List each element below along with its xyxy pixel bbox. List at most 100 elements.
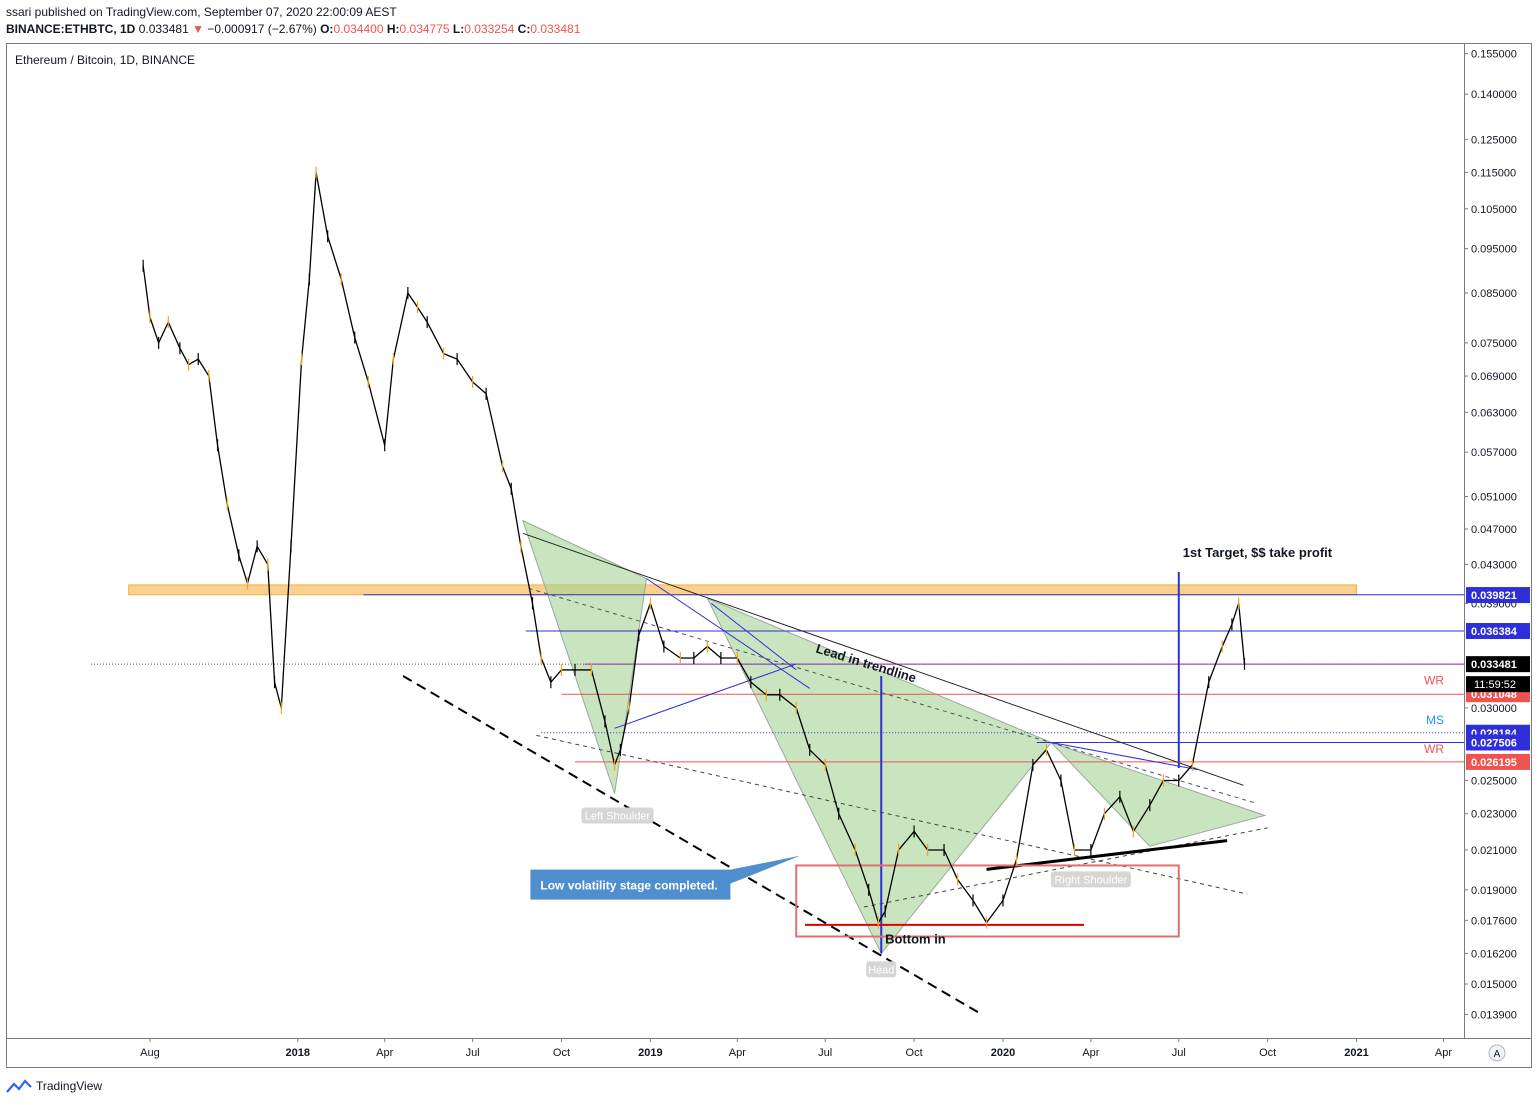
svg-text:A: A bbox=[1494, 1049, 1501, 1060]
ms-label: MS bbox=[1426, 713, 1444, 727]
y-tick-label: 0.063000 bbox=[1471, 407, 1517, 419]
callout-bubble bbox=[530, 855, 801, 900]
y-tick-label: 0.030000 bbox=[1471, 703, 1517, 715]
y-tick-label: 0.013900 bbox=[1471, 1009, 1517, 1021]
parallel-trendline bbox=[528, 587, 1258, 804]
y-tick-label: 0.155000 bbox=[1471, 49, 1517, 61]
y-tick-label: 0.017600 bbox=[1471, 915, 1517, 927]
pattern-triangle-1 bbox=[521, 519, 648, 794]
footer-brand[interactable]: TradingView bbox=[6, 1078, 102, 1094]
price-label-bg bbox=[1466, 656, 1530, 673]
y-tick-label: 0.025000 bbox=[1471, 776, 1517, 788]
price-label: 0.039821 bbox=[1471, 590, 1517, 602]
zones-layer bbox=[128, 584, 1358, 596]
right-shoulder-label-bg bbox=[1050, 871, 1131, 888]
y-tick-label: 0.069000 bbox=[1471, 371, 1517, 383]
x-tick-label: 2019 bbox=[638, 1047, 662, 1059]
last-price: 0.033481 bbox=[138, 22, 189, 36]
x-tick-label: Apr bbox=[1435, 1047, 1452, 1059]
y-tick-label: 0.047000 bbox=[1471, 524, 1517, 536]
price-label-bg bbox=[1466, 587, 1530, 604]
resistance-zone bbox=[128, 584, 1358, 596]
chart-frame[interactable]: Ethereum / Bitcoin, 1D, BINANCE 1st Targ… bbox=[6, 43, 1532, 1068]
low-value: 0.033254 bbox=[464, 22, 515, 36]
x-tick-label: 2020 bbox=[991, 1047, 1015, 1059]
high-value: 0.034775 bbox=[399, 22, 450, 36]
tradingview-logo-icon bbox=[6, 1079, 32, 1093]
right-shoulder-label: Right Shoulder bbox=[1054, 874, 1127, 886]
x-tick-label: Oct bbox=[1259, 1047, 1276, 1059]
left-shoulder-label: Left Shoulder bbox=[585, 810, 651, 822]
price-label: 0.027506 bbox=[1471, 737, 1517, 749]
close-value: 0.033481 bbox=[530, 22, 581, 36]
y-tick-label: 0.057000 bbox=[1471, 447, 1517, 459]
y-tick-label: 0.125000 bbox=[1471, 134, 1517, 146]
first-target-label: 1st Target, $$ take profit bbox=[1183, 545, 1333, 560]
y-tick-label: 0.043000 bbox=[1471, 559, 1517, 571]
x-tick-label: Jul bbox=[466, 1047, 480, 1059]
blue-trend-3 bbox=[710, 602, 797, 671]
head-label: Head bbox=[868, 964, 894, 976]
countdown-label: 11:59:52 bbox=[1474, 679, 1516, 691]
y-tick-label: 0.105000 bbox=[1471, 204, 1517, 216]
price-series-layer bbox=[142, 166, 1246, 929]
bottom-in-label: Bottom in bbox=[885, 932, 946, 947]
x-tick-label: Apr bbox=[729, 1047, 746, 1059]
open-label: O: bbox=[320, 22, 334, 36]
x-tick-label: Oct bbox=[906, 1047, 923, 1059]
chart-title: Ethereum / Bitcoin, 1D, BINANCE bbox=[15, 53, 195, 67]
y-tick-label: 0.115000 bbox=[1471, 168, 1516, 180]
chart-border bbox=[6, 43, 1532, 1068]
left-shoulder-label-bg bbox=[581, 807, 654, 824]
price-chart[interactable]: Ethereum / Bitcoin, 1D, BINANCE 1st Targ… bbox=[6, 43, 1532, 1068]
blue-trend-4 bbox=[1051, 742, 1198, 771]
x-tick-label: Jul bbox=[818, 1047, 832, 1059]
x-tick-label: Apr bbox=[1082, 1047, 1099, 1059]
blue-trend-2 bbox=[614, 663, 797, 729]
price-label-bg bbox=[1466, 623, 1530, 640]
close-label: C: bbox=[517, 22, 531, 36]
x-tick-label: Aug bbox=[140, 1047, 160, 1059]
price-axis: 0.155000 0.140000 0.125000 0.115000 0.105000… bbox=[1464, 49, 1530, 1021]
price-change: −0.000917 (−2.67%) bbox=[207, 22, 317, 36]
x-tick-label: 2018 bbox=[285, 1047, 309, 1059]
high-label: H: bbox=[386, 22, 400, 36]
ohlc-line: BINANCE:ETHBTC, 1D 0.033481 ▼ −0.000917 … bbox=[6, 22, 580, 36]
y-tick-label: 0.019000 bbox=[1471, 885, 1517, 897]
price-label-bg bbox=[1466, 734, 1530, 751]
down-arrow-icon: ▼ bbox=[192, 22, 204, 36]
brand-label: TradingView bbox=[36, 1079, 103, 1093]
y-tick-label: 0.023000 bbox=[1471, 809, 1517, 821]
y-tick-label: 0.051000 bbox=[1471, 491, 1517, 503]
triangles-layer bbox=[521, 519, 1267, 955]
auto-scale-button[interactable]: A bbox=[1488, 1044, 1506, 1062]
price-label: 0.026195 bbox=[1471, 757, 1517, 769]
drawings-layer bbox=[91, 532, 1464, 1016]
head-label-bg bbox=[866, 961, 897, 978]
low-label: L: bbox=[452, 22, 465, 36]
pattern-triangle-3 bbox=[1050, 742, 1267, 847]
price-label: 0.033481 bbox=[1471, 659, 1517, 671]
y-tick-label: 0.095000 bbox=[1471, 244, 1517, 256]
countdown-bg bbox=[1466, 676, 1530, 693]
y-tick-label: 0.140000 bbox=[1471, 89, 1517, 101]
y-tick-label: 0.075000 bbox=[1471, 338, 1517, 350]
lower-parallel-dashed bbox=[536, 734, 1248, 895]
wr-label-2: WR bbox=[1424, 742, 1444, 756]
low-volatility-box bbox=[795, 864, 1180, 938]
x-tick-label: Apr bbox=[376, 1047, 393, 1059]
x-tick-label: 2021 bbox=[1344, 1047, 1368, 1059]
y-tick-label: 0.015000 bbox=[1471, 979, 1517, 991]
symbol: BINANCE:ETHBTC, 1D bbox=[6, 22, 136, 36]
y-tick-label: 0.085000 bbox=[1471, 288, 1517, 300]
price-label: 0.036384 bbox=[1471, 626, 1518, 638]
x-tick-label: Jul bbox=[1172, 1047, 1186, 1059]
x-tick-label: Oct bbox=[553, 1047, 570, 1059]
publish-info: ssari published on TradingView.com, Sept… bbox=[6, 5, 397, 19]
lead-in-trendline bbox=[522, 532, 1244, 786]
wr-label-1: WR bbox=[1424, 674, 1444, 688]
price-label-bg bbox=[1466, 753, 1530, 770]
blue-trend-1 bbox=[646, 578, 811, 689]
y-tick-label: 0.016200 bbox=[1471, 948, 1517, 960]
